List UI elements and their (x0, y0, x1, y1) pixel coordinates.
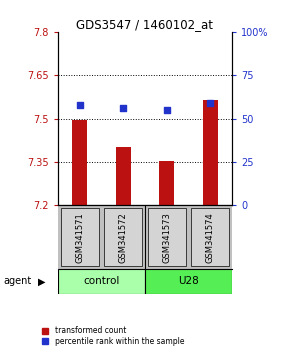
Bar (159, 160, 174, 205)
Text: U28: U28 (178, 276, 199, 286)
Text: GSM341574: GSM341574 (206, 212, 215, 263)
Text: ▶: ▶ (38, 276, 45, 286)
Point (164, 107, 169, 113)
Bar (61, 208, 99, 267)
Legend: transformed count, percentile rank within the sample: transformed count, percentile rank withi… (41, 326, 185, 347)
Bar (203, 100, 218, 205)
Text: GSM341572: GSM341572 (119, 212, 128, 263)
Bar (191, 208, 229, 267)
Bar (58, 269, 145, 294)
Text: agent: agent (3, 276, 31, 286)
Text: GSM341571: GSM341571 (75, 212, 84, 263)
Bar (148, 208, 186, 267)
Bar (116, 148, 131, 205)
Bar (104, 208, 142, 267)
Bar (72, 120, 87, 205)
Title: GDS3547 / 1460102_at: GDS3547 / 1460102_at (77, 18, 213, 31)
Point (208, 100, 213, 106)
Text: GSM341573: GSM341573 (162, 212, 171, 263)
Point (121, 105, 126, 111)
Point (77, 102, 82, 108)
Bar (145, 269, 232, 294)
Text: control: control (83, 276, 120, 286)
